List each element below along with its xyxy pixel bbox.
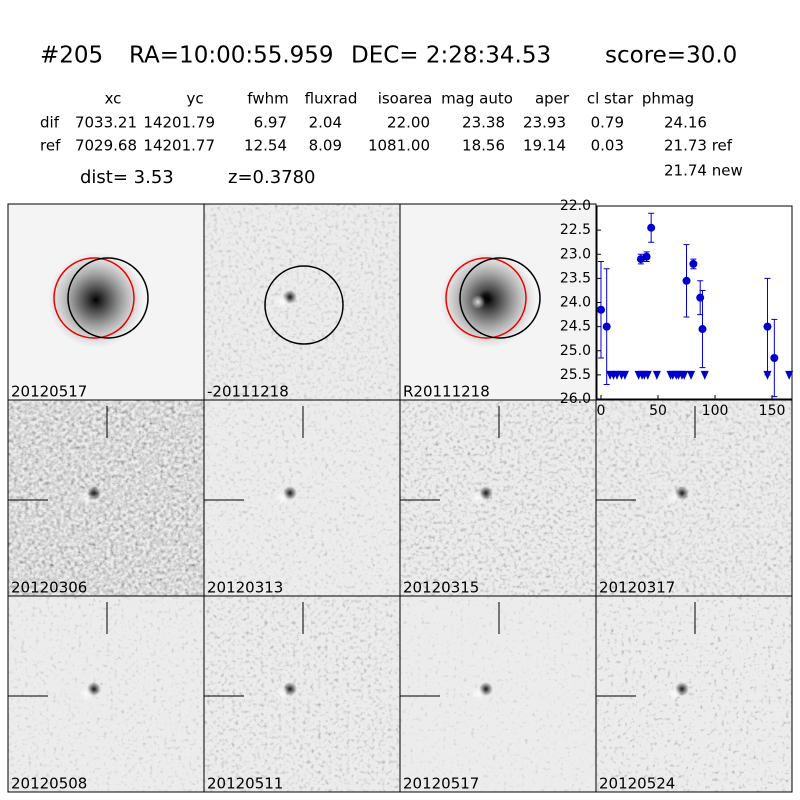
- y-tick-label: 22.5: [560, 222, 591, 238]
- cell: 7029.68: [75, 137, 137, 155]
- dec: DEC= 2:28:34.53: [351, 43, 551, 69]
- cell: 22.00: [387, 114, 430, 132]
- image-panel: 20120517: [7, 203, 205, 401]
- cell: 19.14: [523, 137, 566, 155]
- upper-limit: [700, 370, 709, 380]
- x-tick-label: 0: [597, 403, 606, 419]
- column-header: xc: [105, 90, 122, 108]
- y-tick-label: 23.5: [560, 270, 591, 286]
- point: [770, 353, 779, 362]
- y-tick-label: 23.0: [560, 246, 591, 262]
- title: #205 RA=10:00:55.959 DEC= 2:28:34.53 sco…: [40, 43, 737, 69]
- panel-label: 20120517: [11, 383, 87, 401]
- cell: 23.38: [462, 114, 505, 132]
- y-tick-label: 24.0: [560, 295, 591, 311]
- cell: 0.03: [591, 137, 624, 155]
- plot-area: [596, 205, 793, 400]
- panels: 20120517 -20111218 R20111218 20120306 201203…: [7, 203, 793, 793]
- point: [763, 322, 772, 331]
- cell: 1081.00: [368, 137, 430, 155]
- point: [698, 325, 707, 334]
- upper-limit: [652, 370, 661, 380]
- point: [602, 322, 611, 331]
- upper-limit: [643, 370, 652, 380]
- upper-limit: [785, 370, 794, 380]
- row-label: ref: [40, 137, 61, 155]
- column-header: aper: [535, 90, 570, 108]
- panel-label: 20120306: [11, 579, 87, 597]
- cell: 7033.21: [75, 114, 137, 132]
- point: [596, 305, 605, 314]
- image-panel: 20120511: [203, 595, 401, 793]
- column-header: isoarea: [378, 90, 433, 108]
- y-tick-label: 25.0: [560, 343, 591, 359]
- upper-limit: [763, 370, 772, 380]
- cell: 23.93: [523, 114, 566, 132]
- table: xc yc fwhm fluxrad isoarea mag auto aper cl sta…: [40, 90, 743, 180]
- point: [647, 223, 656, 232]
- cell: 21.74 new: [664, 162, 743, 180]
- upper-limit: [687, 370, 696, 380]
- column-header: phmag: [642, 90, 694, 108]
- object-id: #205: [40, 43, 103, 69]
- y-tick-label: 22.0: [560, 198, 591, 214]
- redshift: z=0.3780: [228, 167, 316, 188]
- point: [696, 293, 705, 302]
- dist: dist= 3.53: [80, 167, 174, 188]
- score: score=30.0: [605, 43, 737, 69]
- column-header: yc: [186, 90, 203, 108]
- cell: 6.97: [254, 114, 287, 132]
- point: [689, 259, 698, 268]
- upper-limit: [680, 370, 689, 380]
- cell: 14201.79: [143, 114, 215, 132]
- image-panel: 20120517: [399, 595, 597, 793]
- cell: 24.16: [664, 114, 707, 132]
- point: [682, 276, 691, 285]
- cell: 12.54: [244, 137, 287, 155]
- column-header: fluxrad: [305, 90, 358, 108]
- lightcurve: 22.0 22.5 23.0 23.5 24.0 24.5 25.0 25.5 26.0 0 50 1…: [560, 198, 794, 419]
- image-panel: 20120315: [399, 399, 597, 597]
- upper-limit: [620, 370, 629, 380]
- panel-label: 20120524: [599, 775, 675, 793]
- y-tick-label: 24.5: [560, 319, 591, 335]
- panel-label: -20111218: [207, 383, 289, 401]
- panel-label: 20120315: [403, 579, 479, 597]
- panel-label: 20120313: [207, 579, 283, 597]
- panel-label: 20120317: [599, 579, 675, 597]
- column-header: cl star: [587, 90, 634, 108]
- panel-label: 20120511: [207, 775, 283, 793]
- image-panel: R20111218: [399, 203, 597, 401]
- y-tick-label: 25.5: [560, 367, 591, 383]
- cell: 21.73 ref: [664, 137, 733, 155]
- image-panel: 20120317: [595, 399, 793, 597]
- panel-label: 20120508: [11, 775, 87, 793]
- image-panel: 20120524: [595, 595, 793, 793]
- panel-label: R20111218: [403, 383, 490, 401]
- cell: 18.56: [462, 137, 505, 155]
- column-header: mag auto: [441, 90, 513, 108]
- cell: 0.79: [591, 114, 624, 132]
- image-panel: 20120508: [7, 595, 205, 793]
- ra: RA=10:00:55.959: [129, 43, 334, 69]
- cell: 2.04: [309, 114, 342, 132]
- y-tick-label: 26.0: [560, 391, 591, 407]
- x-tick-label: 100: [702, 403, 729, 419]
- cell: 8.09: [309, 137, 342, 155]
- panel-label: 20120517: [403, 775, 479, 793]
- point: [642, 252, 651, 261]
- x-tick-label: 150: [759, 403, 786, 419]
- x-tick-label: 50: [649, 403, 667, 419]
- image-panel: 20120313: [203, 399, 401, 597]
- row-label: dif: [40, 114, 60, 132]
- cell: 14201.77: [143, 137, 215, 155]
- image-panel: -20111218: [203, 203, 401, 401]
- column-header: fwhm: [247, 90, 288, 108]
- image-panel: 20120306: [7, 399, 205, 597]
